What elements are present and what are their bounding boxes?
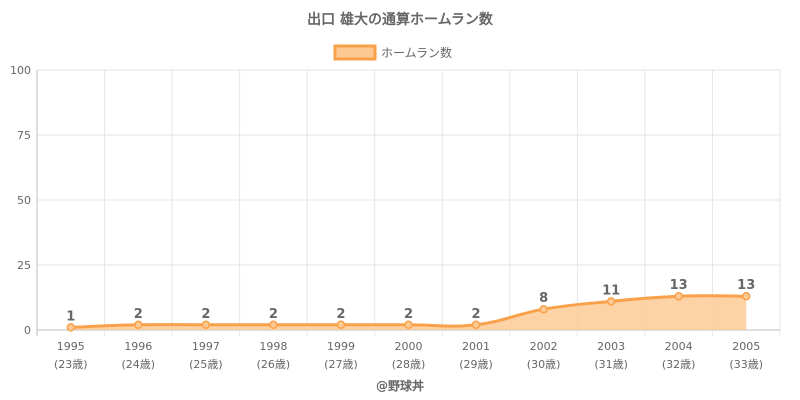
- x-tick-sublabel: (31歳): [594, 358, 628, 371]
- x-tick-label: 2003: [597, 340, 625, 353]
- data-point: [471, 320, 481, 330]
- x-tick-sublabel: (28歳): [392, 358, 426, 371]
- x-tick-label: 1995: [57, 340, 85, 353]
- legend-swatch: [333, 44, 377, 61]
- x-tick-sublabel: (25歳): [189, 358, 223, 371]
- data-point: [269, 320, 278, 330]
- series-area: [70, 295, 747, 330]
- data-point: [606, 297, 616, 306]
- data-point: [404, 320, 413, 330]
- data-label: 13: [670, 278, 688, 293]
- data-point: [201, 320, 211, 330]
- x-tick-sublabel: (23歳): [54, 358, 88, 371]
- y-tick-label: 25: [17, 259, 31, 272]
- x-tick-sublabel: (30歳): [527, 358, 561, 371]
- data-point: [336, 320, 346, 330]
- x-tick-label: 1999: [327, 340, 355, 353]
- data-point: [674, 291, 683, 301]
- data-label: 8: [539, 291, 548, 306]
- data-label: 2: [201, 307, 210, 322]
- data-label: 2: [336, 307, 345, 322]
- data-label: 2: [404, 307, 413, 322]
- x-tick-label: 2004: [665, 340, 693, 353]
- x-tick-label: 1996: [124, 340, 152, 353]
- y-tick-label: 100: [10, 64, 31, 77]
- data-label: 2: [134, 307, 143, 322]
- data-label: 13: [737, 278, 755, 293]
- x-tick-sublabel: (33歳): [729, 358, 763, 371]
- data-label: 11: [602, 283, 620, 298]
- x-tick-label: 2002: [530, 340, 558, 353]
- x-tick-sublabel: (29歳): [459, 358, 493, 371]
- y-tick-label: 0: [24, 324, 31, 337]
- grid: [36, 69, 781, 336]
- x-tick-sublabel: (26歳): [257, 358, 291, 371]
- data-labels: 1 2 2 2 2 2 2 8 11 13 13: [66, 278, 755, 324]
- x-tick-label: 2001: [462, 340, 490, 353]
- data-label: 1: [66, 309, 75, 324]
- data-point: [539, 304, 548, 314]
- x-tick-sublabel: (27歳): [324, 358, 358, 371]
- x-tick-label: 1997: [192, 340, 220, 353]
- data-label: 2: [472, 307, 481, 322]
- x-tick-label: 1998: [259, 340, 287, 353]
- data-point: [741, 291, 751, 301]
- x-tick-sublabel: (32歳): [662, 358, 696, 371]
- chart-title: 出口 雄大の通算ホームラン数: [307, 11, 494, 28]
- legend-label: ホームラン数: [381, 45, 452, 60]
- credit: @野球丼: [376, 378, 424, 393]
- plot-area: [66, 291, 751, 332]
- legend: ホームラン数: [333, 44, 452, 61]
- x-tick-label: 2005: [732, 340, 760, 353]
- x-tick-label: 2000: [395, 340, 423, 353]
- y-tick-label: 75: [17, 129, 31, 142]
- x-tick-sublabel: (24歳): [122, 358, 156, 371]
- axes: 0 25 50 75 100 1995 (23歳) 1996 (24歳) 1997 (25歳) 199…: [10, 64, 763, 371]
- data-label: 2: [269, 307, 278, 322]
- y-tick-label: 50: [17, 194, 31, 207]
- data-point: [134, 320, 143, 330]
- data-point: [66, 323, 76, 332]
